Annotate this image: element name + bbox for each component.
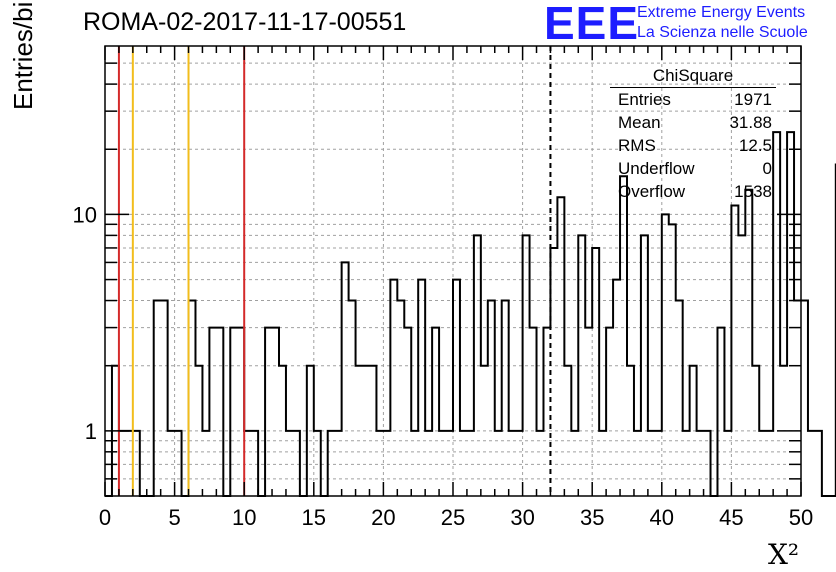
x-tick-label: 20: [371, 505, 395, 530]
x-tick-label: 40: [650, 505, 674, 530]
x-tick-label: 35: [580, 505, 604, 530]
stat-row: Underflow 0: [610, 157, 776, 180]
histogram-series: [105, 131, 836, 497]
eee-logo: EEE: [544, 0, 640, 49]
stat-value: 1971: [734, 90, 772, 109]
stat-value: 1538: [734, 182, 772, 201]
stat-value: 31.88: [729, 113, 772, 132]
y-axis-label: Entries/bin: [8, 0, 38, 110]
x-tick-label: 30: [510, 505, 534, 530]
histogram-line: [105, 131, 836, 497]
stat-row: Entries 1971: [610, 88, 776, 111]
stat-value: 12.5: [738, 136, 772, 155]
marker-lines: [117, 46, 552, 496]
stat-row: Mean 31.88: [610, 111, 776, 134]
logo-text-line1: Extreme Energy Events: [637, 4, 806, 21]
stat-name: Overflow: [618, 182, 686, 201]
stat-name: RMS: [618, 136, 656, 155]
x-tick-label: 10: [232, 505, 256, 530]
x-tick-label: 45: [719, 505, 743, 530]
stat-name: Underflow: [618, 159, 695, 178]
logo-text-line2: La Scienza nelle Scuole: [637, 24, 808, 41]
x-axis-label: X²: [768, 538, 800, 571]
x-tick-label: 5: [168, 505, 180, 530]
y-tick-label: 10: [73, 202, 97, 227]
axis-ticks: [104, 46, 802, 496]
stats-title: ChiSquare: [610, 66, 776, 88]
chart-title: ROMA-02-2017-11-17-00551: [83, 8, 407, 36]
stat-name: Entries: [618, 90, 671, 109]
stat-row: RMS 12.5: [610, 134, 776, 157]
grid-lines: [104, 46, 802, 496]
stat-value: 0: [762, 159, 772, 178]
x-tick-label: 15: [302, 505, 326, 530]
x-tick-label: 25: [441, 505, 465, 530]
x-tick-label: 50: [789, 505, 813, 530]
stats-box: ChiSquare Entries 1971 Mean 31.88 RMS 12…: [610, 66, 776, 203]
stat-name: Mean: [618, 113, 661, 132]
axis-tick-labels: 0 5 10 15 20 25 30 35 40 45 50 1 10: [73, 202, 814, 530]
y-tick-label: 1: [85, 419, 97, 444]
stat-row: Overflow 1538: [610, 180, 776, 203]
x-tick-label: 0: [99, 505, 111, 530]
